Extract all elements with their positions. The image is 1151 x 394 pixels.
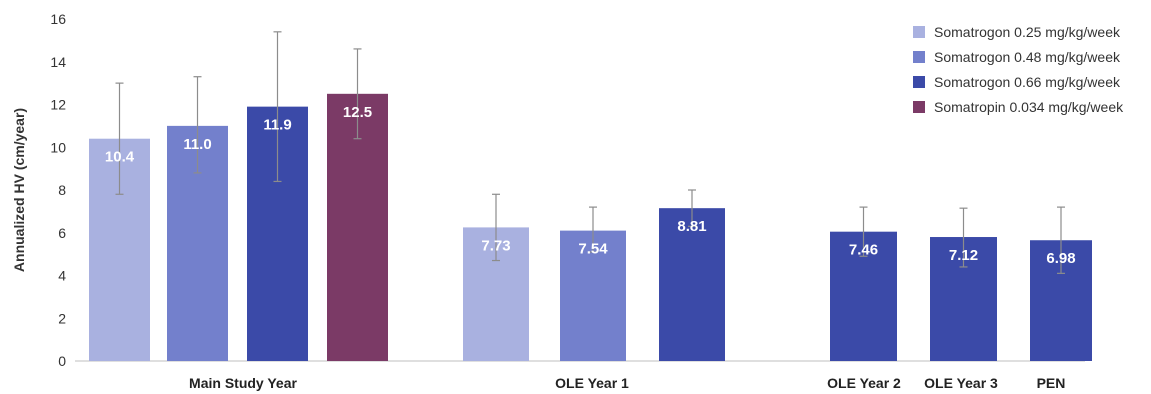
y-axis-title-group: Annualized HV (cm/year) — [11, 108, 27, 272]
data-label: 7.12 — [949, 247, 978, 264]
group-labels: Main Study Year OLE Year 1 OLE Year 2 OLE Y… — [189, 375, 1065, 391]
legend-swatch — [913, 51, 925, 63]
legend-swatch — [913, 26, 925, 38]
group-label: OLE Year 1 — [555, 375, 629, 391]
y-tick-label: 6 — [58, 225, 66, 241]
data-label: 6.98 — [1046, 250, 1075, 267]
data-label: 11.9 — [263, 117, 291, 134]
legend-swatch — [913, 76, 925, 88]
y-axis-title: Annualized HV (cm/year) — [11, 108, 27, 272]
legend-label: Somatrogon 0.48 mg/kg/week — [934, 49, 1121, 65]
y-tick-label: 2 — [58, 310, 66, 326]
bar — [659, 208, 725, 361]
data-label: 8.81 — [677, 218, 706, 235]
legend: Somatrogon 0.25 mg/kg/week Somatrogon 0.4… — [913, 24, 1124, 115]
data-label: 12.5 — [343, 104, 372, 121]
group-label: OLE Year 3 — [924, 375, 998, 391]
data-label: 7.46 — [849, 242, 878, 259]
y-axis-ticks: 0 2 4 6 8 10 12 14 16 — [50, 11, 66, 369]
group-label: PEN — [1037, 375, 1066, 391]
legend-label: Somatrogon 0.66 mg/kg/week — [934, 74, 1121, 90]
y-tick-label: 16 — [50, 11, 66, 27]
y-tick-label: 4 — [58, 268, 66, 284]
data-label: 10.4 — [105, 149, 135, 166]
y-tick-label: 10 — [50, 139, 66, 155]
y-tick-label: 0 — [58, 353, 66, 369]
legend-swatch — [913, 101, 925, 113]
legend-label: Somatrogon 0.25 mg/kg/week — [934, 24, 1121, 40]
group-label: Main Study Year — [189, 375, 297, 391]
y-tick-label: 8 — [58, 182, 66, 198]
data-labels: 10.4 11.0 11.9 12.5 7.73 7.54 8.81 7.46 7.12 6.98 — [105, 104, 1076, 267]
data-label: 11.0 — [183, 136, 211, 153]
error-bars — [115, 31, 1065, 274]
data-label: 7.54 — [578, 241, 608, 258]
y-tick-label: 12 — [50, 97, 66, 113]
group-label: OLE Year 2 — [827, 375, 901, 391]
bars — [89, 93, 1092, 361]
y-tick-label: 14 — [50, 54, 66, 70]
legend-label: Somatropin 0.034 mg/kg/week — [934, 99, 1124, 115]
data-label: 7.73 — [481, 237, 510, 254]
